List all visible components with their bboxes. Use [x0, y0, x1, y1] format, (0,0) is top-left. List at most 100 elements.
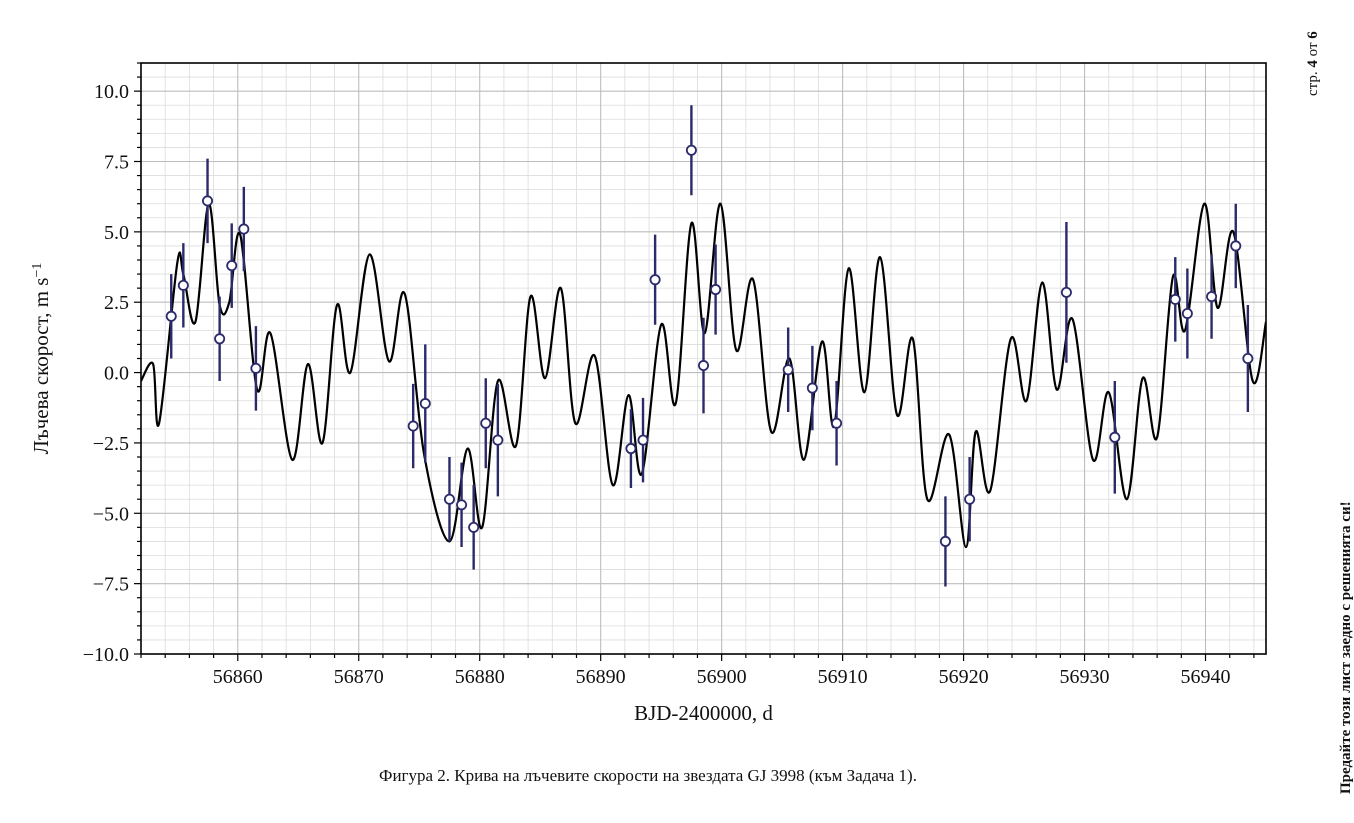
data-point — [1242, 305, 1254, 412]
data-marker — [1242, 352, 1254, 364]
y-tick-label: 5.0 — [104, 222, 129, 244]
data-point — [468, 485, 480, 570]
data-point — [202, 158, 214, 244]
data-marker — [456, 499, 468, 511]
data-point — [1181, 268, 1193, 359]
page-total: 6 — [1305, 31, 1321, 39]
data-point — [492, 383, 504, 497]
data-marker — [625, 443, 637, 455]
data-point — [831, 381, 843, 466]
data-marker — [165, 310, 177, 322]
data-point — [443, 457, 455, 542]
data-point — [250, 326, 262, 411]
data-marker — [177, 279, 189, 291]
x-tick-label: 56930 — [1060, 666, 1110, 688]
data-marker — [685, 144, 697, 156]
data-point — [1230, 203, 1242, 289]
major-grid — [141, 63, 1266, 655]
data-point — [407, 383, 419, 469]
data-point — [782, 327, 794, 412]
data-point — [1206, 254, 1218, 339]
data-marker — [710, 284, 722, 296]
data-point — [214, 296, 226, 382]
data-marker — [698, 360, 710, 372]
data-point — [177, 243, 189, 328]
x-tick-label: 56910 — [818, 666, 868, 688]
data-marker — [1109, 431, 1121, 443]
page-of: от — [1305, 42, 1321, 57]
data-point — [698, 317, 710, 414]
data-point — [165, 274, 177, 359]
y-tick-labels: −10.0 −7.5 −5.0 −2.5 0.0 2.5 5.0 7.5 10.0 — [83, 81, 129, 666]
data-point — [480, 378, 492, 469]
data-marker — [1060, 286, 1072, 298]
data-marker — [214, 333, 226, 345]
data-marker — [419, 398, 431, 410]
data-marker — [492, 434, 504, 446]
data-marker — [637, 434, 649, 446]
data-point — [456, 462, 468, 548]
x-tick-label: 56940 — [1181, 666, 1231, 688]
data-marker — [226, 260, 238, 272]
y-axis-label: Лъчева скорост, m s−1 — [29, 263, 53, 455]
data-point — [226, 223, 238, 308]
x-tick-label: 56900 — [697, 666, 747, 688]
data-point — [710, 244, 722, 335]
x-tick-label: 56920 — [939, 666, 989, 688]
y-axis-label-exponent: −1 — [30, 263, 45, 278]
data-marker — [1181, 307, 1193, 319]
data-marker — [1169, 293, 1181, 305]
x-tick-labels: 56860 56870 56880 56890 56900 56910 56920 56930… — [213, 666, 1231, 688]
data-point — [637, 397, 649, 483]
data-marker — [831, 417, 843, 429]
data-point — [625, 409, 637, 488]
data-point — [964, 457, 976, 542]
y-tick-label: 7.5 — [104, 152, 129, 174]
data-marker — [202, 195, 214, 207]
model-curve-layer — [141, 202, 1266, 549]
x-tick-label: 56890 — [576, 666, 626, 688]
data-point — [806, 345, 818, 431]
x-tick-label: 56860 — [213, 666, 263, 688]
data-point — [238, 186, 250, 272]
y-tick-label: −7.5 — [93, 574, 129, 596]
data-marker — [964, 493, 976, 505]
y-tick-label: −10.0 — [83, 644, 129, 666]
y-tick-label: 0.0 — [104, 363, 129, 385]
y-tick-label: 2.5 — [104, 292, 129, 314]
data-marker — [407, 420, 419, 432]
data-marker — [468, 521, 480, 533]
y-axis-label-text: Лъчева скорост, m s — [29, 278, 53, 455]
data-marker — [806, 382, 818, 394]
data-marker — [939, 535, 951, 547]
page-current: 4 — [1305, 60, 1321, 68]
data-points-layer — [165, 105, 1254, 587]
radial-velocity-chart: 56860 56870 56880 56890 56900 56910 56920 56930… — [29, 62, 1267, 725]
data-point — [1060, 222, 1072, 363]
data-marker — [480, 417, 492, 429]
data-point — [419, 344, 431, 463]
side-note-text: Предайте този лист заедно с решенията си… — [1338, 501, 1354, 794]
data-marker — [238, 223, 250, 235]
data-marker — [1206, 291, 1218, 303]
data-point — [1169, 257, 1181, 342]
y-tick-label: −2.5 — [93, 433, 129, 455]
page-prefix: стр. — [1305, 71, 1321, 96]
data-point — [939, 496, 951, 587]
y-tick-label: 10.0 — [94, 81, 129, 103]
data-marker — [1230, 240, 1242, 252]
data-marker — [443, 493, 455, 505]
model-curve — [141, 202, 1266, 549]
x-tick-label: 56870 — [334, 666, 384, 688]
data-marker — [782, 364, 794, 376]
data-point — [649, 234, 661, 325]
data-point — [685, 105, 697, 196]
figure-caption: Фигура 2. Крива на лъчевите скорости на … — [379, 766, 917, 785]
x-tick-label: 56880 — [455, 666, 505, 688]
data-marker — [250, 362, 262, 374]
x-axis-label: BJD-2400000, d — [634, 701, 773, 725]
axis-ticks — [134, 62, 1255, 661]
data-point — [1109, 381, 1121, 494]
data-marker — [649, 274, 661, 286]
y-tick-label: −5.0 — [93, 503, 129, 525]
